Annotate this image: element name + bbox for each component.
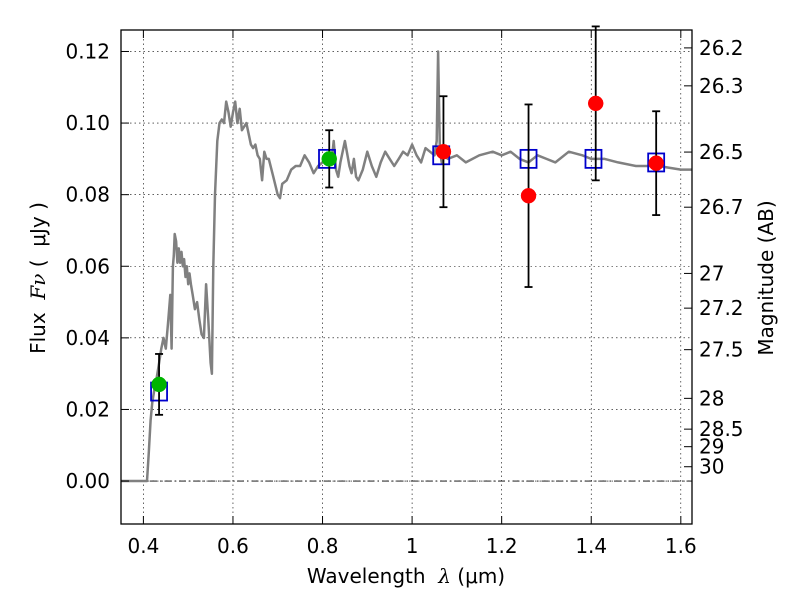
y-axis-title-symbol: Fν [26, 274, 50, 301]
x-axis-title-prefix: Wavelength [307, 564, 438, 588]
y-tick-label-4: 0.08 [65, 183, 110, 207]
y2-tick-label-0: 26.2 [699, 36, 744, 60]
data-point-2-0 [151, 376, 167, 393]
data-point-3-3 [648, 155, 664, 171]
y2-tick-label-5: 27.2 [699, 296, 744, 320]
data-point-3-0 [435, 143, 452, 160]
y2-tick-label-4: 27 [699, 261, 724, 285]
y-axis-title-prefix: Flux [26, 300, 50, 354]
plot-frame [120, 29, 693, 525]
data-point-2-1 [321, 151, 337, 167]
x-axis-title-symbol: λ [437, 564, 451, 588]
model-square-4 [584, 148, 603, 169]
sed-line [121, 50, 692, 483]
data-point-3-1 [520, 187, 537, 204]
x-tick-label-2: 0.8 [307, 534, 339, 558]
y-tick-label-5: 0.10 [65, 111, 110, 135]
y2-tick-label-2: 26.5 [699, 140, 744, 164]
series-layer [121, 25, 692, 483]
x-tick-label-0: 0.4 [127, 534, 159, 558]
grid-lines [121, 30, 692, 524]
y2-tick-label-10: 30 [699, 455, 724, 479]
y2-tick-label-3: 26.7 [699, 195, 744, 219]
x-tick-label-5: 1.4 [575, 534, 607, 558]
y2-tick-label-6: 27.5 [699, 338, 744, 362]
x-tick-label-1: 0.6 [217, 534, 249, 558]
y-tick-label-1: 0.02 [65, 397, 110, 421]
y-axis-title: Flux Fν ( μJy ) [26, 202, 50, 354]
y2-axis-title: Magnitude (AB) [754, 200, 778, 355]
x-tick-label-3: 1 [406, 534, 419, 558]
data-point-3-2 [587, 95, 604, 112]
y2-tick-label-9: 29 [699, 435, 724, 459]
y2-tick-label-7: 28 [699, 386, 724, 410]
y-tick-label-3: 0.06 [65, 254, 110, 278]
y-tick-label-6: 0.12 [65, 39, 110, 63]
y2-tick-label-8: 28.5 [699, 417, 744, 441]
axis-ticks: 0.4 0.6 0.8 1 1.2 1.4 1.6 0.00 0.02 0.04 0.06 0.08 0… [65, 30, 744, 558]
y-tick-label-2: 0.04 [65, 326, 110, 350]
x-axis-title-unit: (μm) [451, 564, 505, 588]
x-tick-label-4: 1.2 [486, 534, 518, 558]
y2-tick-label-1: 26.3 [699, 74, 744, 98]
y-tick-label-0: 0.00 [65, 469, 110, 493]
x-axis-title: Wavelength λ (μm) [307, 564, 505, 588]
y-axis-title-unit: ( μJy ) [26, 202, 50, 274]
x-tick-label-6: 1.6 [665, 534, 697, 558]
